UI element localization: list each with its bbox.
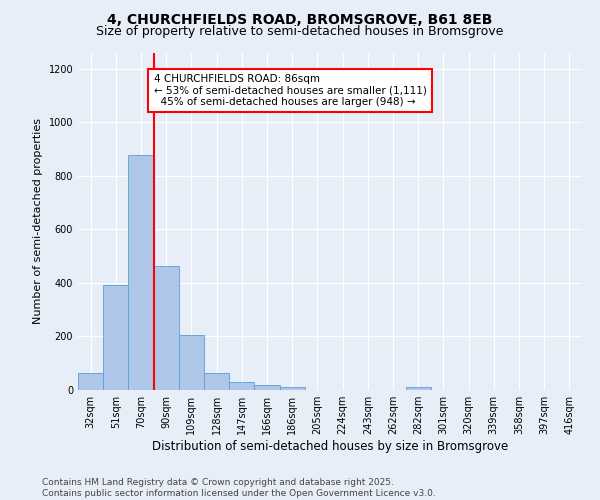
Text: 4, CHURCHFIELDS ROAD, BROMSGROVE, B61 8EB: 4, CHURCHFIELDS ROAD, BROMSGROVE, B61 8E…: [107, 12, 493, 26]
X-axis label: Distribution of semi-detached houses by size in Bromsgrove: Distribution of semi-detached houses by …: [152, 440, 508, 453]
Y-axis label: Number of semi-detached properties: Number of semi-detached properties: [33, 118, 43, 324]
Bar: [406, 388, 431, 390]
Bar: [204, 373, 229, 390]
Bar: [128, 155, 154, 390]
Bar: [179, 335, 204, 390]
Text: Contains HM Land Registry data © Crown copyright and database right 2025.
Contai: Contains HM Land Registry data © Crown c…: [42, 478, 436, 498]
Bar: [103, 284, 128, 390]
Bar: [229, 382, 254, 390]
Text: 4 CHURCHFIELDS ROAD: 86sqm
← 53% of semi-detached houses are smaller (1,111)
  4: 4 CHURCHFIELDS ROAD: 86sqm ← 53% of semi…: [154, 74, 427, 107]
Bar: [154, 266, 179, 390]
Bar: [280, 387, 305, 390]
Bar: [254, 384, 280, 390]
Text: Size of property relative to semi-detached houses in Bromsgrove: Size of property relative to semi-detach…: [97, 25, 503, 38]
Bar: [78, 373, 103, 390]
